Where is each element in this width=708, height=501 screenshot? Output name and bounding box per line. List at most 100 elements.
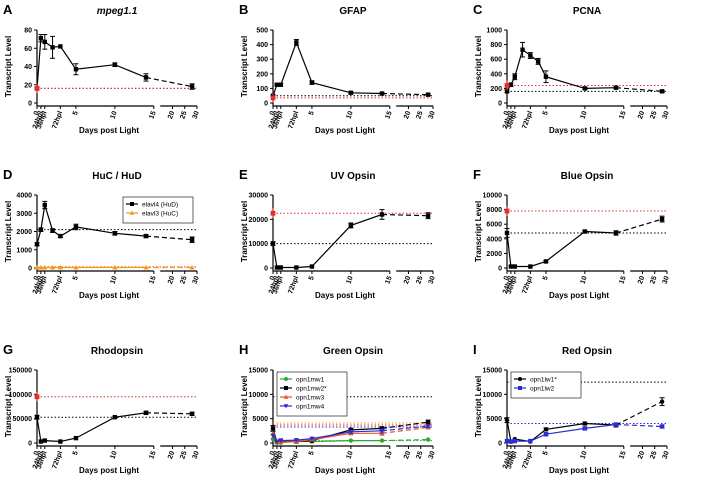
y-tick-label: 0 — [264, 441, 268, 448]
data-point — [348, 90, 354, 95]
y-tick-label: 0 — [498, 266, 502, 273]
legend-marker — [130, 202, 134, 206]
legend-label: opn1mw4 — [296, 403, 325, 410]
data-point — [613, 85, 619, 90]
y-tick-label: 10000 — [249, 392, 269, 399]
data-point — [504, 438, 510, 444]
legend-marker — [518, 386, 522, 390]
series-line-break — [615, 87, 663, 92]
x-tick-label: 5 — [308, 275, 316, 281]
legend-marker — [284, 386, 288, 390]
x-tick-label: 15 — [618, 110, 627, 120]
panel-letter: E — [239, 167, 248, 182]
panel-title: UV Opsin — [330, 171, 375, 182]
x-tick-label: 20 — [167, 275, 176, 285]
data-point — [508, 82, 514, 87]
data-point — [57, 264, 63, 270]
series-line — [272, 213, 383, 269]
data-point — [504, 230, 510, 236]
data-point — [38, 227, 44, 232]
x-tick-label: 20 — [167, 110, 176, 120]
data-point — [512, 438, 517, 444]
y-tick-label: 15000 — [483, 368, 503, 375]
series-line-break — [145, 235, 193, 241]
x-tick-label: 5 — [72, 450, 80, 456]
x-tick-label: 5 — [72, 110, 80, 116]
data-point — [582, 421, 588, 426]
x-tick-label: 0 — [269, 110, 277, 116]
y-axis-label: Transcript Level — [474, 376, 483, 437]
x-tick-label: 30 — [428, 110, 437, 120]
panel-letter: G — [3, 342, 13, 357]
data-point — [274, 265, 280, 270]
legend-label: elavl3 (HuC) — [142, 210, 178, 217]
x-axis-label: Days post Light — [549, 466, 609, 475]
x-tick-label: 15 — [148, 275, 157, 285]
y-tick-label: 100 — [256, 86, 268, 93]
data-point — [528, 53, 533, 58]
panel-letter: I — [473, 342, 477, 357]
y-tick-label: 200 — [490, 86, 502, 93]
panel-title: Green Opsin — [323, 346, 383, 357]
data-point — [379, 428, 385, 434]
y-tick-label: 3000 — [16, 211, 32, 218]
data-point — [425, 423, 431, 429]
y-axis-label: Transcript Level — [474, 201, 483, 262]
y-axis-label: Transcript Level — [4, 376, 13, 437]
x-tick-label: 10 — [346, 275, 355, 285]
legend-marker — [283, 404, 289, 409]
x-tick-label: 15 — [148, 450, 157, 460]
x-axis-label: Days post Light — [315, 126, 375, 135]
x-axis-label: Days post Light — [549, 126, 609, 135]
x-tick-label: 72hpl — [287, 110, 300, 130]
legend-label: opn1mw2* — [296, 385, 327, 392]
x-tick-label: 72hpl — [51, 275, 64, 295]
x-tick-label: 0 — [503, 110, 511, 116]
data-point — [270, 426, 276, 431]
x-axis-label: Days post Light — [79, 466, 139, 475]
x-tick-label: 20 — [403, 110, 412, 120]
y-tick-label: 400 — [256, 42, 268, 49]
x-tick-label: 20 — [637, 450, 646, 460]
panel-letter: C — [473, 2, 483, 17]
data-point — [659, 424, 665, 429]
y-tick-label: 0 — [264, 266, 268, 273]
y-tick-label: 4000 — [486, 236, 502, 243]
x-tick-label: 15 — [384, 275, 393, 285]
y-tick-label: 1000 — [16, 247, 32, 254]
x-tick-label: 25 — [415, 110, 424, 120]
x-tick-label: 15 — [384, 110, 393, 120]
x-tick-label: 30 — [192, 275, 201, 285]
y-tick-label: 0 — [28, 101, 32, 108]
y-tick-label: 5000 — [252, 416, 268, 423]
x-tick-label: 30 — [662, 275, 671, 285]
data-point — [34, 242, 40, 247]
data-point — [49, 264, 56, 270]
data-point — [278, 82, 283, 87]
data-point — [34, 415, 40, 420]
y-tick-label: 0 — [28, 266, 32, 273]
data-point — [294, 40, 299, 45]
data-point — [512, 74, 517, 79]
y-axis-label: Transcript Level — [240, 376, 249, 437]
x-tick-label: 72hpl — [287, 275, 300, 295]
series-line-break — [615, 218, 663, 234]
x-tick-label: 72hpl — [521, 450, 534, 470]
data-point — [38, 439, 44, 444]
y-tick-label: 5000 — [486, 416, 502, 423]
y-tick-label: 0 — [28, 441, 32, 448]
y-tick-label: 800 — [490, 42, 502, 49]
data-point — [58, 233, 63, 239]
x-tick-label: 15 — [148, 110, 157, 120]
panel-title: Blue Opsin — [561, 171, 614, 182]
x-tick-label: 25 — [179, 275, 188, 285]
data-point — [189, 264, 195, 270]
data-point — [38, 36, 44, 41]
x-tick-label: 25 — [415, 275, 424, 285]
x-axis-label: Days post Light — [79, 291, 139, 300]
x-tick-label: 72hpl — [51, 110, 64, 130]
